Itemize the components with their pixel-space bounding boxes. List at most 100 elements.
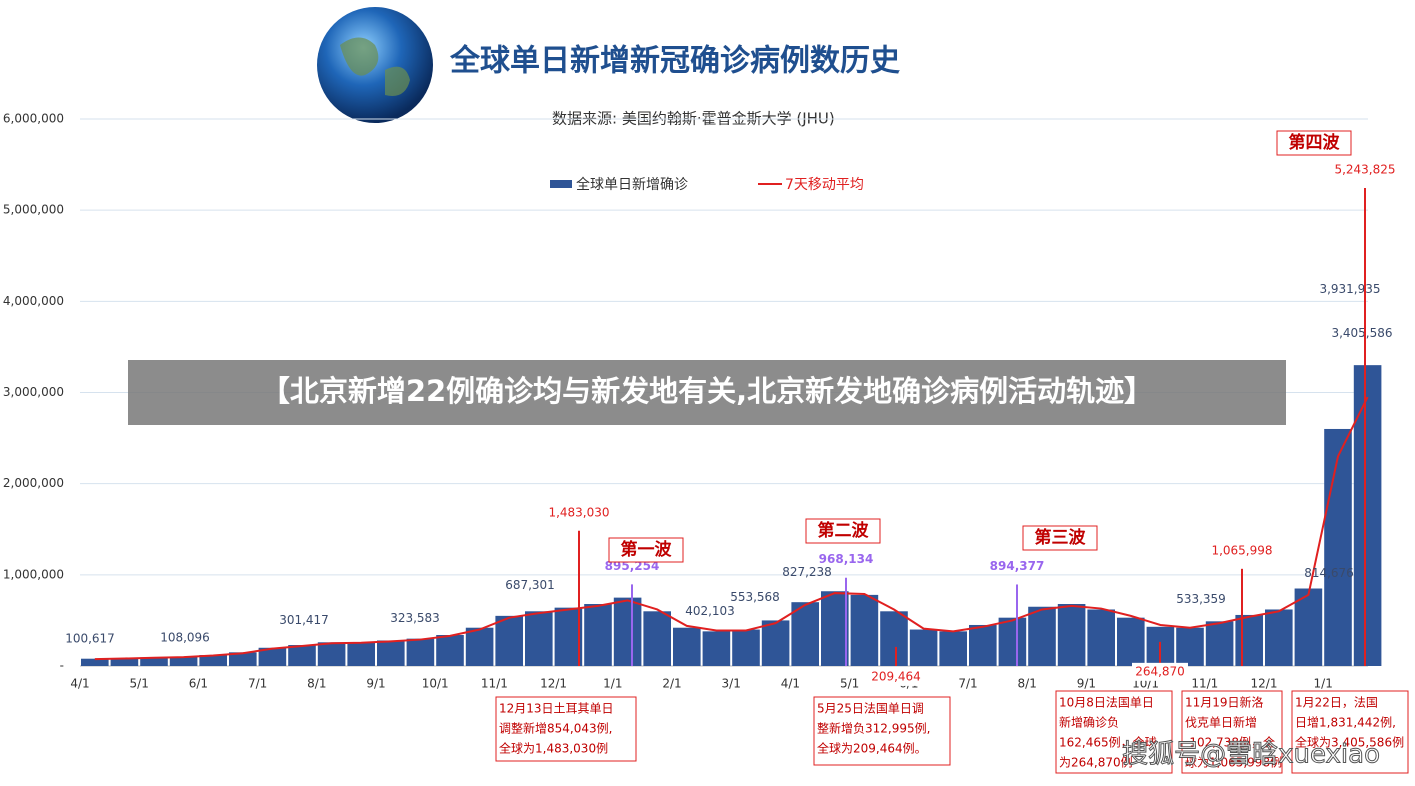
y-tick-label: 5,000,000 — [3, 203, 64, 217]
wave-box — [805, 518, 881, 544]
annotation-label: 323,583 — [390, 611, 440, 625]
bar — [554, 607, 583, 666]
annotation-label: 100,617 — [65, 631, 115, 645]
bar — [1057, 604, 1086, 666]
wave-box — [608, 537, 684, 563]
bar — [288, 645, 316, 666]
x-tick-label: 1/1 — [1314, 677, 1333, 691]
watermark: 搜狐号@雪晗xuexiao — [1122, 740, 1380, 770]
bar — [199, 655, 227, 666]
moving-average-line — [94, 396, 1369, 661]
note-text: 10月8日法国单日 — [1059, 696, 1154, 710]
bar — [584, 604, 612, 666]
note-text: 162,465例，全球 — [1059, 735, 1157, 750]
annotation-label: 264,870 — [1135, 664, 1185, 678]
x-tick-label: 6/1 — [189, 677, 208, 691]
annotation-label: 1,483,030 — [548, 505, 609, 519]
note-text: -102,738例，全 — [1185, 735, 1275, 750]
bar — [229, 652, 257, 666]
bar — [1176, 627, 1204, 666]
bar — [1353, 365, 1382, 666]
bar — [1205, 621, 1234, 666]
globe-land — [340, 37, 410, 96]
note-box — [1055, 690, 1173, 774]
bar — [317, 642, 346, 666]
chart-title: 全球单日新增新冠确诊病例数历史 — [449, 44, 900, 79]
bar — [1235, 614, 1263, 666]
annotation-label: 108,096 — [160, 631, 210, 645]
x-tick-label: 11/1 — [1191, 677, 1218, 691]
x-tick-label: 9/1 — [1077, 677, 1096, 691]
note-text: 12月13日土耳其单日 — [499, 702, 614, 716]
bar — [761, 620, 790, 666]
x-tick-label: 9/1 — [366, 677, 385, 691]
bar — [880, 611, 908, 666]
x-tick-label: 2/1 — [662, 677, 681, 691]
x-tick-label: 8/1 — [1018, 677, 1037, 691]
bar — [643, 611, 671, 666]
y-tick-label: 1,000,000 — [3, 567, 64, 581]
bar — [821, 591, 849, 666]
annotation-label: 827,238 — [782, 565, 832, 579]
bar — [673, 627, 701, 666]
annotation-label: 894,377 — [990, 559, 1045, 573]
note-text: 调整新增854,043例, — [499, 721, 612, 736]
banner-background — [128, 360, 1286, 425]
bar — [850, 594, 879, 666]
legend-label: 全球单日新增确诊 — [576, 176, 688, 193]
annotation-label: 3,931,935 — [1319, 282, 1380, 296]
bar — [969, 624, 997, 666]
wave-label: 第四波 — [1289, 132, 1341, 153]
annotation-label: 5,243,825 — [1334, 162, 1395, 176]
banner-text: 【北京新增22例确诊均与新发地有关,北京新发地确诊病例活动轨迹】 — [261, 374, 1153, 408]
bar — [613, 597, 642, 666]
bar — [110, 658, 139, 666]
x-tick-label: 12/1 — [1251, 677, 1278, 691]
annotation-label: 687,301 — [505, 578, 555, 592]
note-box — [813, 696, 951, 766]
bar — [495, 615, 523, 666]
bar — [1265, 609, 1293, 666]
bar — [258, 647, 287, 666]
bar — [791, 602, 819, 666]
note-text: 全球为3,405,586例 — [1295, 735, 1404, 750]
note-box — [1291, 690, 1409, 774]
note-text: 全球为209,464例。 — [817, 741, 927, 756]
wave-label: 第三波 — [1035, 527, 1087, 548]
x-tick-label: 4/1 — [781, 677, 800, 691]
annotation-label: 968,134 — [819, 552, 874, 566]
annotation-box — [868, 667, 924, 686]
note-text: 日增1,831,442例, — [1295, 716, 1396, 730]
annotation-box — [1132, 662, 1188, 681]
x-tick-label: 5/1 — [840, 677, 859, 691]
note-text: 全球为1,483,030例 — [499, 741, 608, 756]
y-tick-label: - — [60, 659, 64, 673]
wave-label: 第一波 — [621, 539, 673, 560]
note-text: 11月19日新洛 — [1185, 695, 1264, 710]
y-tick-label: 4,000,000 — [3, 294, 64, 308]
note-text: 新增确诊负 — [1059, 715, 1119, 730]
y-tick-label: 3,000,000 — [3, 385, 64, 399]
bar — [1324, 428, 1352, 666]
annotation-label: 814,676 — [1304, 566, 1354, 580]
note-text: 伐克单日新增 — [1185, 715, 1257, 730]
annotation-label: 533,359 — [1176, 592, 1226, 606]
annotation-label: 553,568 — [730, 590, 780, 604]
note-text: 1月22日，法国 — [1295, 696, 1378, 710]
y-tick-label: 2,000,000 — [3, 476, 64, 490]
bar — [909, 629, 938, 666]
x-tick-label: 12/1 — [540, 677, 567, 691]
bar — [406, 638, 435, 666]
note-text: 整新增负312,995例, — [817, 721, 930, 736]
note-box — [1181, 690, 1283, 774]
x-tick-label: 8/1 — [307, 677, 326, 691]
x-tick-label: 1/1 — [603, 677, 622, 691]
annotation-label: 402,103 — [685, 604, 735, 618]
bar — [347, 642, 375, 666]
bar — [377, 640, 405, 666]
x-tick-label: 11/1 — [481, 677, 508, 691]
note-text: 为264,870例 — [1059, 756, 1133, 770]
bar — [1028, 606, 1056, 666]
note-box — [495, 696, 637, 762]
